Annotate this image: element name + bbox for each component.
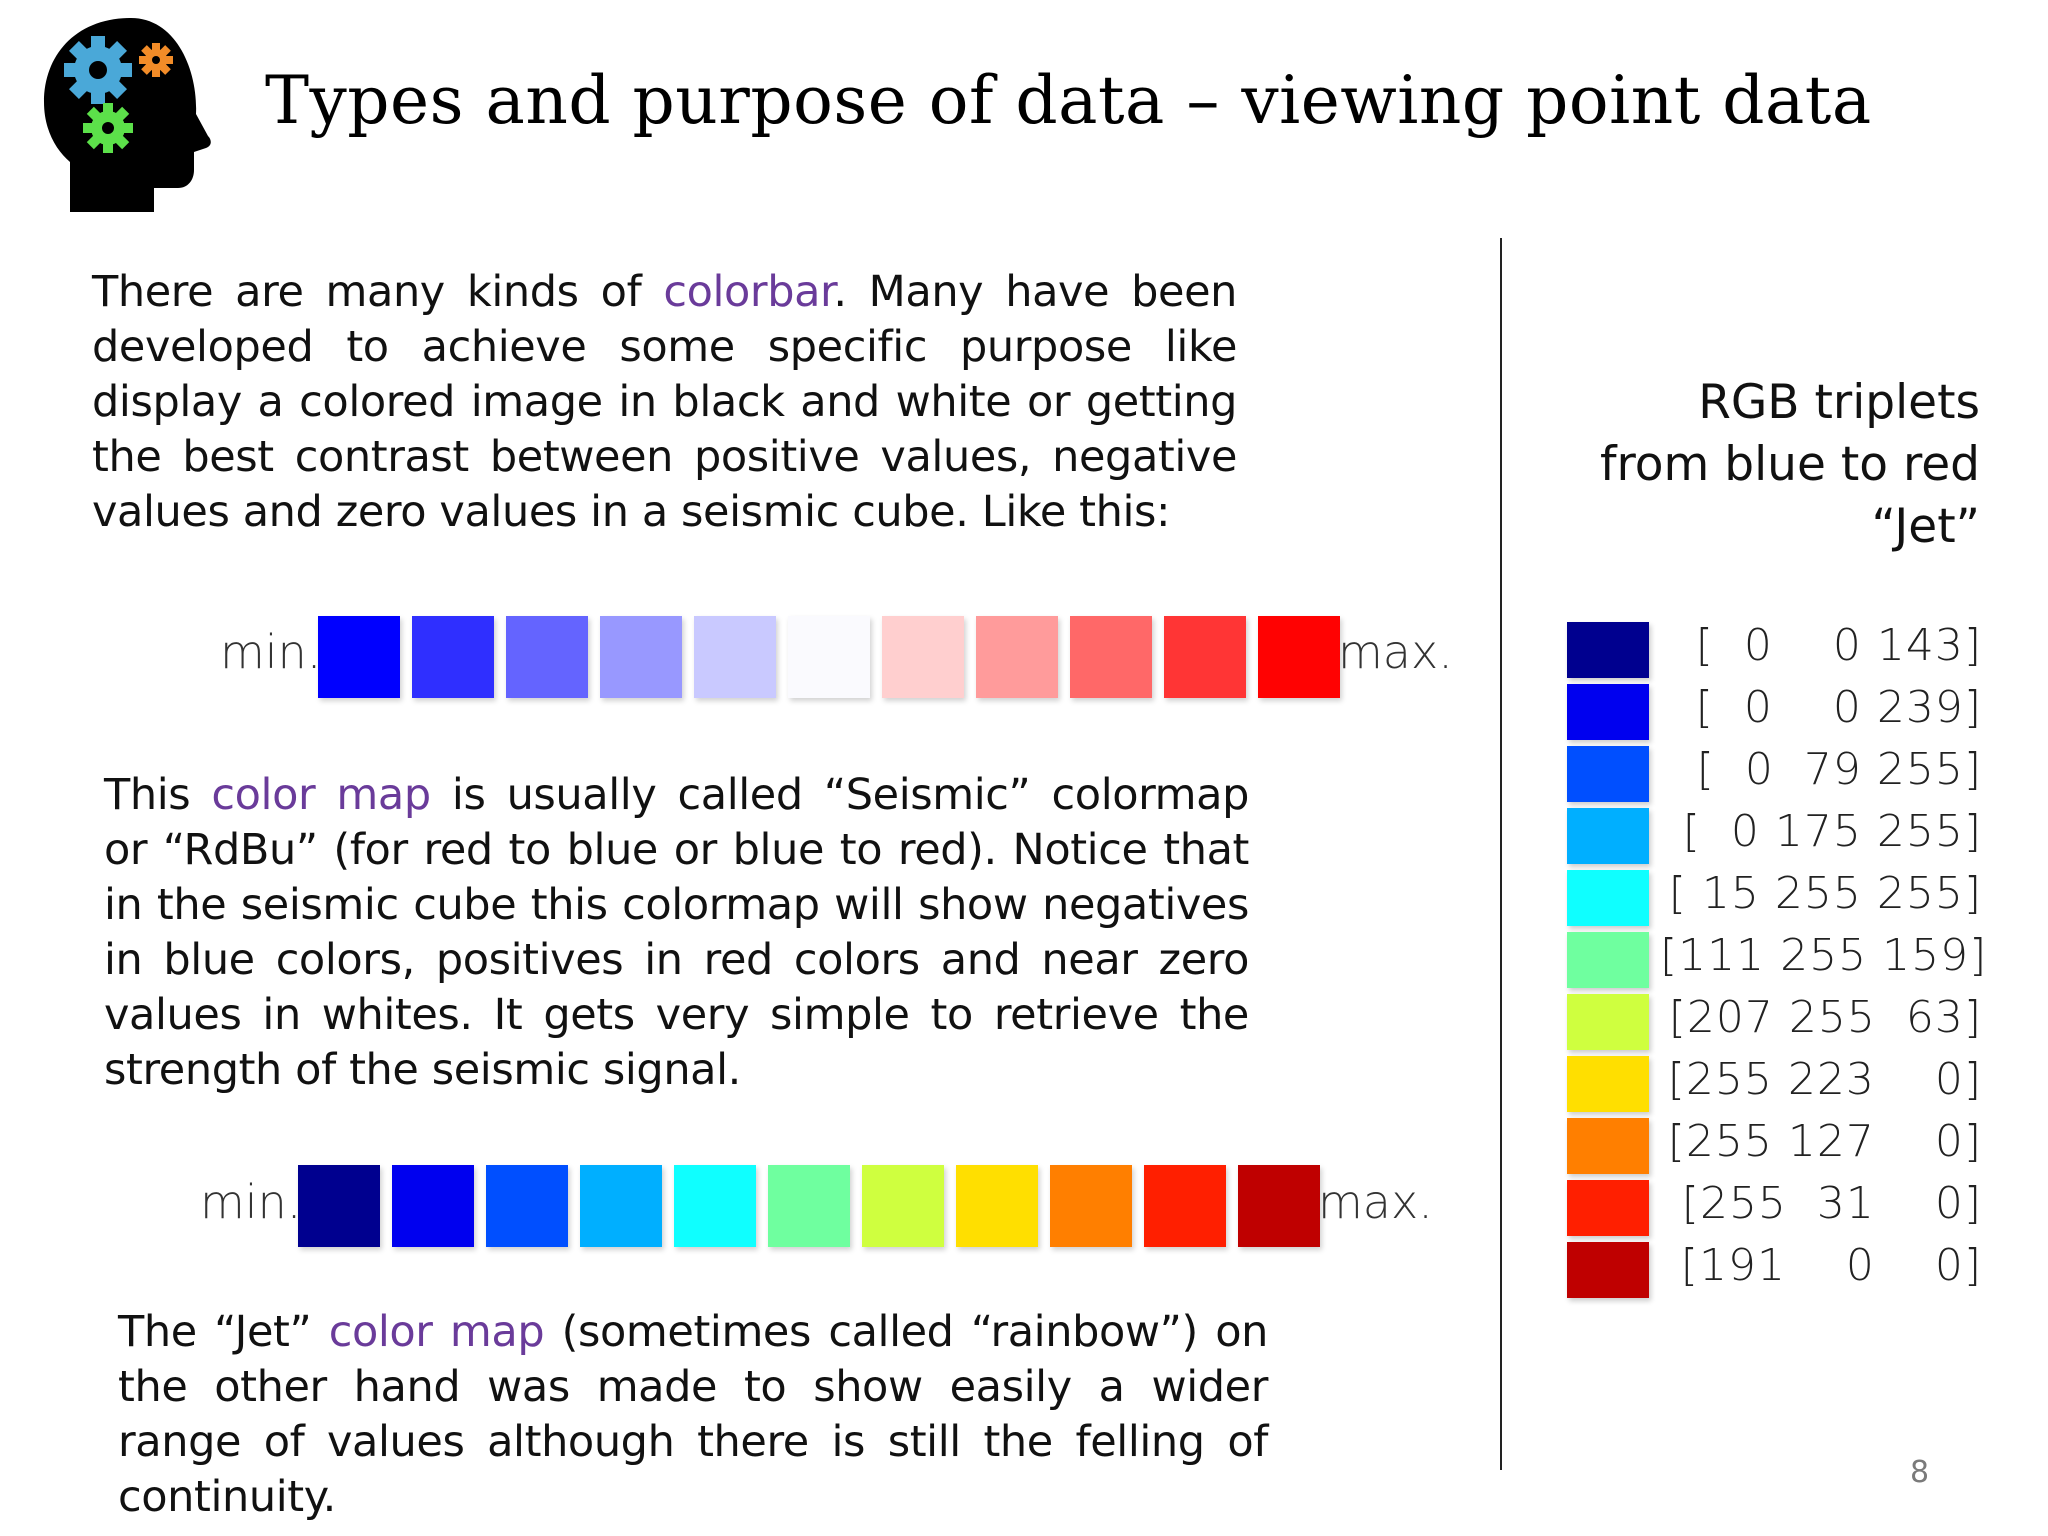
rgb-title-line-1: RGB triplets <box>1698 375 1980 430</box>
jet-swatch <box>298 1165 380 1247</box>
slide-title: Types and purpose of data – viewing poin… <box>265 62 1872 139</box>
jet-paragraph: The “Jet” color map (sometimes called “r… <box>118 1305 1268 1525</box>
rgb-triplet-label: [ 15 255 255] <box>1668 868 1982 919</box>
rgb-swatch <box>1567 932 1649 988</box>
jet-swatch <box>674 1165 756 1247</box>
para3-text-before: The “Jet” <box>118 1307 329 1357</box>
rgb-swatch <box>1567 1242 1649 1298</box>
seismic-swatch <box>1164 616 1246 698</box>
rgb-triplet-label: [207 255 63] <box>1668 992 1982 1043</box>
seismic-swatch <box>694 616 776 698</box>
rgb-title-line-3: “Jet” <box>1871 499 1980 554</box>
jet-swatch <box>1144 1165 1226 1247</box>
seismic-swatch <box>1070 616 1152 698</box>
seismic-swatch <box>1258 616 1340 698</box>
rgb-triplet-label: [ 0 0 239] <box>1695 682 1982 733</box>
jet-swatch <box>580 1165 662 1247</box>
jet-swatch <box>1238 1165 1320 1247</box>
seismic-swatch <box>412 616 494 698</box>
rgb-triplet-label: [ 0 79 255] <box>1696 744 1982 795</box>
seismic-swatch <box>788 616 870 698</box>
seismic-max-label: max. <box>1338 625 1453 679</box>
colorbar-link[interactable]: colorbar <box>663 267 834 317</box>
head-gears-logo-icon <box>44 18 211 212</box>
color-map-link[interactable]: color map <box>211 770 431 820</box>
rgb-triplet-label: [255 127 0] <box>1667 1116 1982 1167</box>
rgb-triplet-label: [ 0 0 143] <box>1695 620 1982 671</box>
jet-swatch <box>392 1165 474 1247</box>
rgb-triplet-label: [111 255 159] <box>1660 930 1988 981</box>
jet-swatch <box>956 1165 1038 1247</box>
seismic-swatch <box>976 616 1058 698</box>
rgb-triplet-label: [191 0 0] <box>1680 1240 1982 1291</box>
jet-swatch <box>486 1165 568 1247</box>
para1-text-after: . Many have been developed to achieve so… <box>92 267 1237 537</box>
seismic-swatch <box>318 616 400 698</box>
rgb-swatch <box>1567 746 1649 802</box>
rgb-swatch <box>1567 1180 1649 1236</box>
seismic-min-label: min. <box>220 625 322 679</box>
seismic-paragraph: This color map is usually called “Seismi… <box>104 768 1249 1098</box>
rgb-triplet-label: [255 223 0] <box>1667 1054 1982 1105</box>
rgb-swatch <box>1567 1056 1649 1112</box>
para3-text-after: (sometimes called “rainbow”) on the othe… <box>118 1307 1268 1522</box>
para2-text-after: is usually called “Seismic” colormap or … <box>104 770 1250 1095</box>
rgb-swatch <box>1567 994 1649 1050</box>
jet-swatch <box>768 1165 850 1247</box>
vertical-divider <box>1500 238 1502 1470</box>
intro-paragraph: There are many kinds of colorbar. Many h… <box>92 265 1237 540</box>
seismic-swatch <box>600 616 682 698</box>
rgb-triplet-label: [ 0 175 255] <box>1682 806 1982 857</box>
jet-max-label: max. <box>1318 1175 1433 1229</box>
jet-swatch <box>1050 1165 1132 1247</box>
rgb-triplet-label: [255 31 0] <box>1681 1178 1982 1229</box>
rgb-panel-title: RGB triplets from blue to red “Jet” <box>1560 372 1980 558</box>
rgb-swatch <box>1567 870 1649 926</box>
jet-swatch <box>862 1165 944 1247</box>
rgb-swatch <box>1567 1118 1649 1174</box>
para1-text-before: There are many kinds of <box>92 267 664 317</box>
rgb-title-line-2: from blue to red <box>1599 437 1980 492</box>
rgb-swatch <box>1567 684 1649 740</box>
page-number: 8 <box>1910 1455 1930 1490</box>
seismic-swatch <box>882 616 964 698</box>
para2-text-before: This <box>104 770 212 820</box>
jet-min-label: min. <box>200 1175 302 1229</box>
seismic-swatch <box>506 616 588 698</box>
color-map-link-2[interactable]: color map <box>328 1307 545 1357</box>
rgb-swatch <box>1567 808 1649 864</box>
rgb-swatch <box>1567 622 1649 678</box>
